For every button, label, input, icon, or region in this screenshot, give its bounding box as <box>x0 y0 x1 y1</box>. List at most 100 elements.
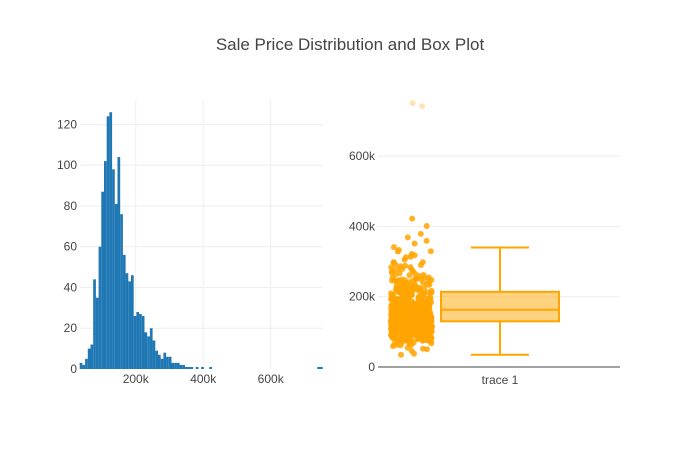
histogram-x-tick-label: 400k <box>190 372 217 386</box>
histogram-bar <box>147 336 150 369</box>
box-sample-point <box>409 215 416 222</box>
histogram-bar <box>98 246 102 369</box>
histogram-bar <box>101 191 104 369</box>
histogram-bar <box>174 362 177 369</box>
histogram-bar <box>163 352 167 369</box>
histogram-bar <box>166 356 169 369</box>
box-sample-point <box>408 251 415 257</box>
box-sample-point <box>422 298 429 305</box>
histogram-bar <box>93 279 96 369</box>
box-sample-point <box>390 244 397 251</box>
box-sample-point <box>397 278 404 285</box>
box-sample-point <box>417 230 424 237</box>
chart-title: Sale Price Distribution and Box Plot <box>216 35 485 54</box>
box-y-tick-label: 0 <box>368 360 375 374</box>
box-sample-point <box>394 297 401 303</box>
histogram-bar <box>133 316 137 369</box>
histogram-bar <box>112 169 115 369</box>
box-sample-point <box>406 272 413 279</box>
histogram-bar <box>149 328 153 369</box>
histogram-bar <box>168 356 172 369</box>
box-sample-point <box>397 263 404 270</box>
histogram-bar <box>182 364 185 369</box>
histogram-bar <box>155 350 158 369</box>
histogram-y-tick-label: 120 <box>57 117 77 131</box>
histogram-bar <box>114 203 118 369</box>
histogram-y-tick-labels: 0 20 40 60 80 100 120 <box>57 117 77 376</box>
box-y-tick-labels: 0 200k 400k 600k <box>349 149 376 374</box>
histogram-bar <box>122 254 126 369</box>
histogram-bar <box>136 311 140 369</box>
histogram-bar <box>128 281 131 369</box>
box-sample-point <box>409 100 416 107</box>
box-sample-point <box>419 103 426 110</box>
box-sample-point <box>420 345 426 352</box>
histogram-y-tick-label: 60 <box>64 240 78 254</box>
box-plot-panel: 0 200k 400k 600k trace 1 <box>349 100 620 387</box>
box-sample-point <box>398 351 404 358</box>
histogram-bar <box>160 358 164 369</box>
box-y-tick-label: 400k <box>349 219 376 233</box>
histogram-bar <box>85 358 88 369</box>
histogram-y-tick-label: 20 <box>64 321 78 335</box>
box-sample-point <box>423 237 430 244</box>
histogram-bar <box>317 366 320 369</box>
histogram-bar <box>79 362 83 369</box>
histogram-bar <box>103 161 107 369</box>
histogram-bar <box>117 157 121 369</box>
histogram-bar <box>201 366 204 369</box>
box-shape <box>440 246 560 356</box>
histogram-bar <box>87 348 91 369</box>
histogram-bar <box>209 366 212 369</box>
histogram-x-tick-label: 200k <box>123 372 150 386</box>
box-sample-point <box>427 248 434 255</box>
histogram-bar <box>109 112 113 370</box>
box-sample-point <box>402 254 409 261</box>
box-sample-point <box>407 298 414 305</box>
box-iqr <box>440 290 560 323</box>
histogram-bars <box>79 112 323 370</box>
box-sample-point <box>407 264 414 271</box>
histogram-bar <box>95 297 99 369</box>
histogram-y-tick-label: 0 <box>70 362 77 376</box>
histogram-bar <box>152 340 156 369</box>
histogram-bar <box>184 366 188 369</box>
box-sample-point <box>411 240 418 247</box>
histogram-y-tick-label: 100 <box>57 158 77 172</box>
histogram-bar <box>120 214 123 369</box>
box-sample-point <box>404 234 411 241</box>
histogram-bar <box>187 366 191 369</box>
histogram-x-tick-labels: 200k 400k 600k <box>123 372 285 386</box>
histogram-bar <box>195 366 199 369</box>
box-sample-point <box>402 262 409 269</box>
histogram-y-tick-label: 80 <box>64 199 78 213</box>
box-sample-point <box>428 289 435 296</box>
box-x-tick-labels: trace 1 <box>482 373 519 387</box>
box-sample-point <box>395 247 402 253</box>
box-sample-point <box>419 259 426 266</box>
histogram-bar <box>106 116 110 369</box>
box-sample-point <box>389 301 396 308</box>
histogram-y-tick-label: 40 <box>64 280 78 294</box>
box-sample-point <box>423 223 430 229</box>
box-sample-point <box>390 259 397 266</box>
histogram-bar <box>144 332 148 369</box>
box-y-tick-label: 200k <box>349 290 376 304</box>
histogram-bar <box>190 366 194 369</box>
histogram-bar <box>141 316 145 369</box>
histogram-bar <box>139 313 142 369</box>
histogram-bar <box>90 344 94 369</box>
box-sample-point <box>390 292 397 299</box>
box-category-label: trace 1 <box>482 373 519 387</box>
box-sample-point <box>390 343 397 350</box>
box-sample-point <box>427 294 434 301</box>
histogram-panel: 0 20 40 60 80 100 120 200k 400k 600k <box>57 100 323 386</box>
box-sample-point <box>408 348 415 354</box>
box-y-tick-label: 600k <box>349 149 376 163</box>
histogram-bar <box>130 275 134 369</box>
box-sample-point <box>425 274 432 281</box>
histogram-bar <box>179 364 183 369</box>
histogram-bar <box>125 273 129 369</box>
histogram-bar <box>319 366 323 369</box>
